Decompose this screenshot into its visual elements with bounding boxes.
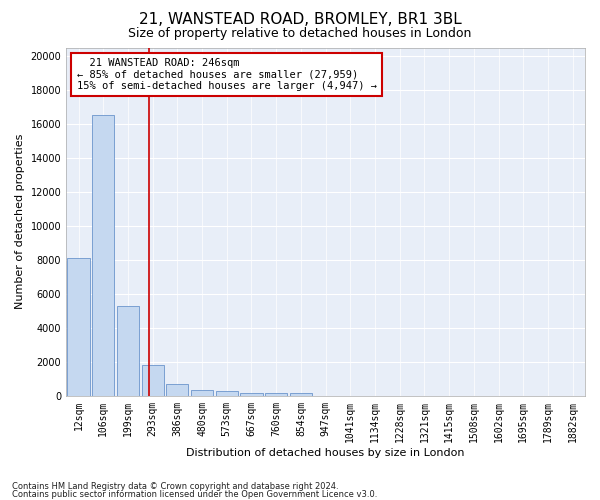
Bar	[117, 306, 139, 396]
Bar	[142, 364, 164, 396]
Bar	[166, 384, 188, 396]
Text: 21 WANSTEAD ROAD: 246sqm
← 85% of detached houses are smaller (27,959)
15% of se: 21 WANSTEAD ROAD: 246sqm ← 85% of detach…	[77, 58, 377, 91]
Text: 21, WANSTEAD ROAD, BROMLEY, BR1 3BL: 21, WANSTEAD ROAD, BROMLEY, BR1 3BL	[139, 12, 461, 28]
Bar	[191, 390, 213, 396]
Bar	[290, 394, 312, 396]
Bar	[67, 258, 89, 396]
Bar	[92, 116, 115, 396]
Bar	[215, 391, 238, 396]
Bar	[241, 392, 263, 396]
Text: Size of property relative to detached houses in London: Size of property relative to detached ho…	[128, 28, 472, 40]
Bar	[265, 393, 287, 396]
Text: Contains HM Land Registry data © Crown copyright and database right 2024.: Contains HM Land Registry data © Crown c…	[12, 482, 338, 491]
Y-axis label: Number of detached properties: Number of detached properties	[15, 134, 25, 310]
X-axis label: Distribution of detached houses by size in London: Distribution of detached houses by size …	[187, 448, 465, 458]
Text: Contains public sector information licensed under the Open Government Licence v3: Contains public sector information licen…	[12, 490, 377, 499]
